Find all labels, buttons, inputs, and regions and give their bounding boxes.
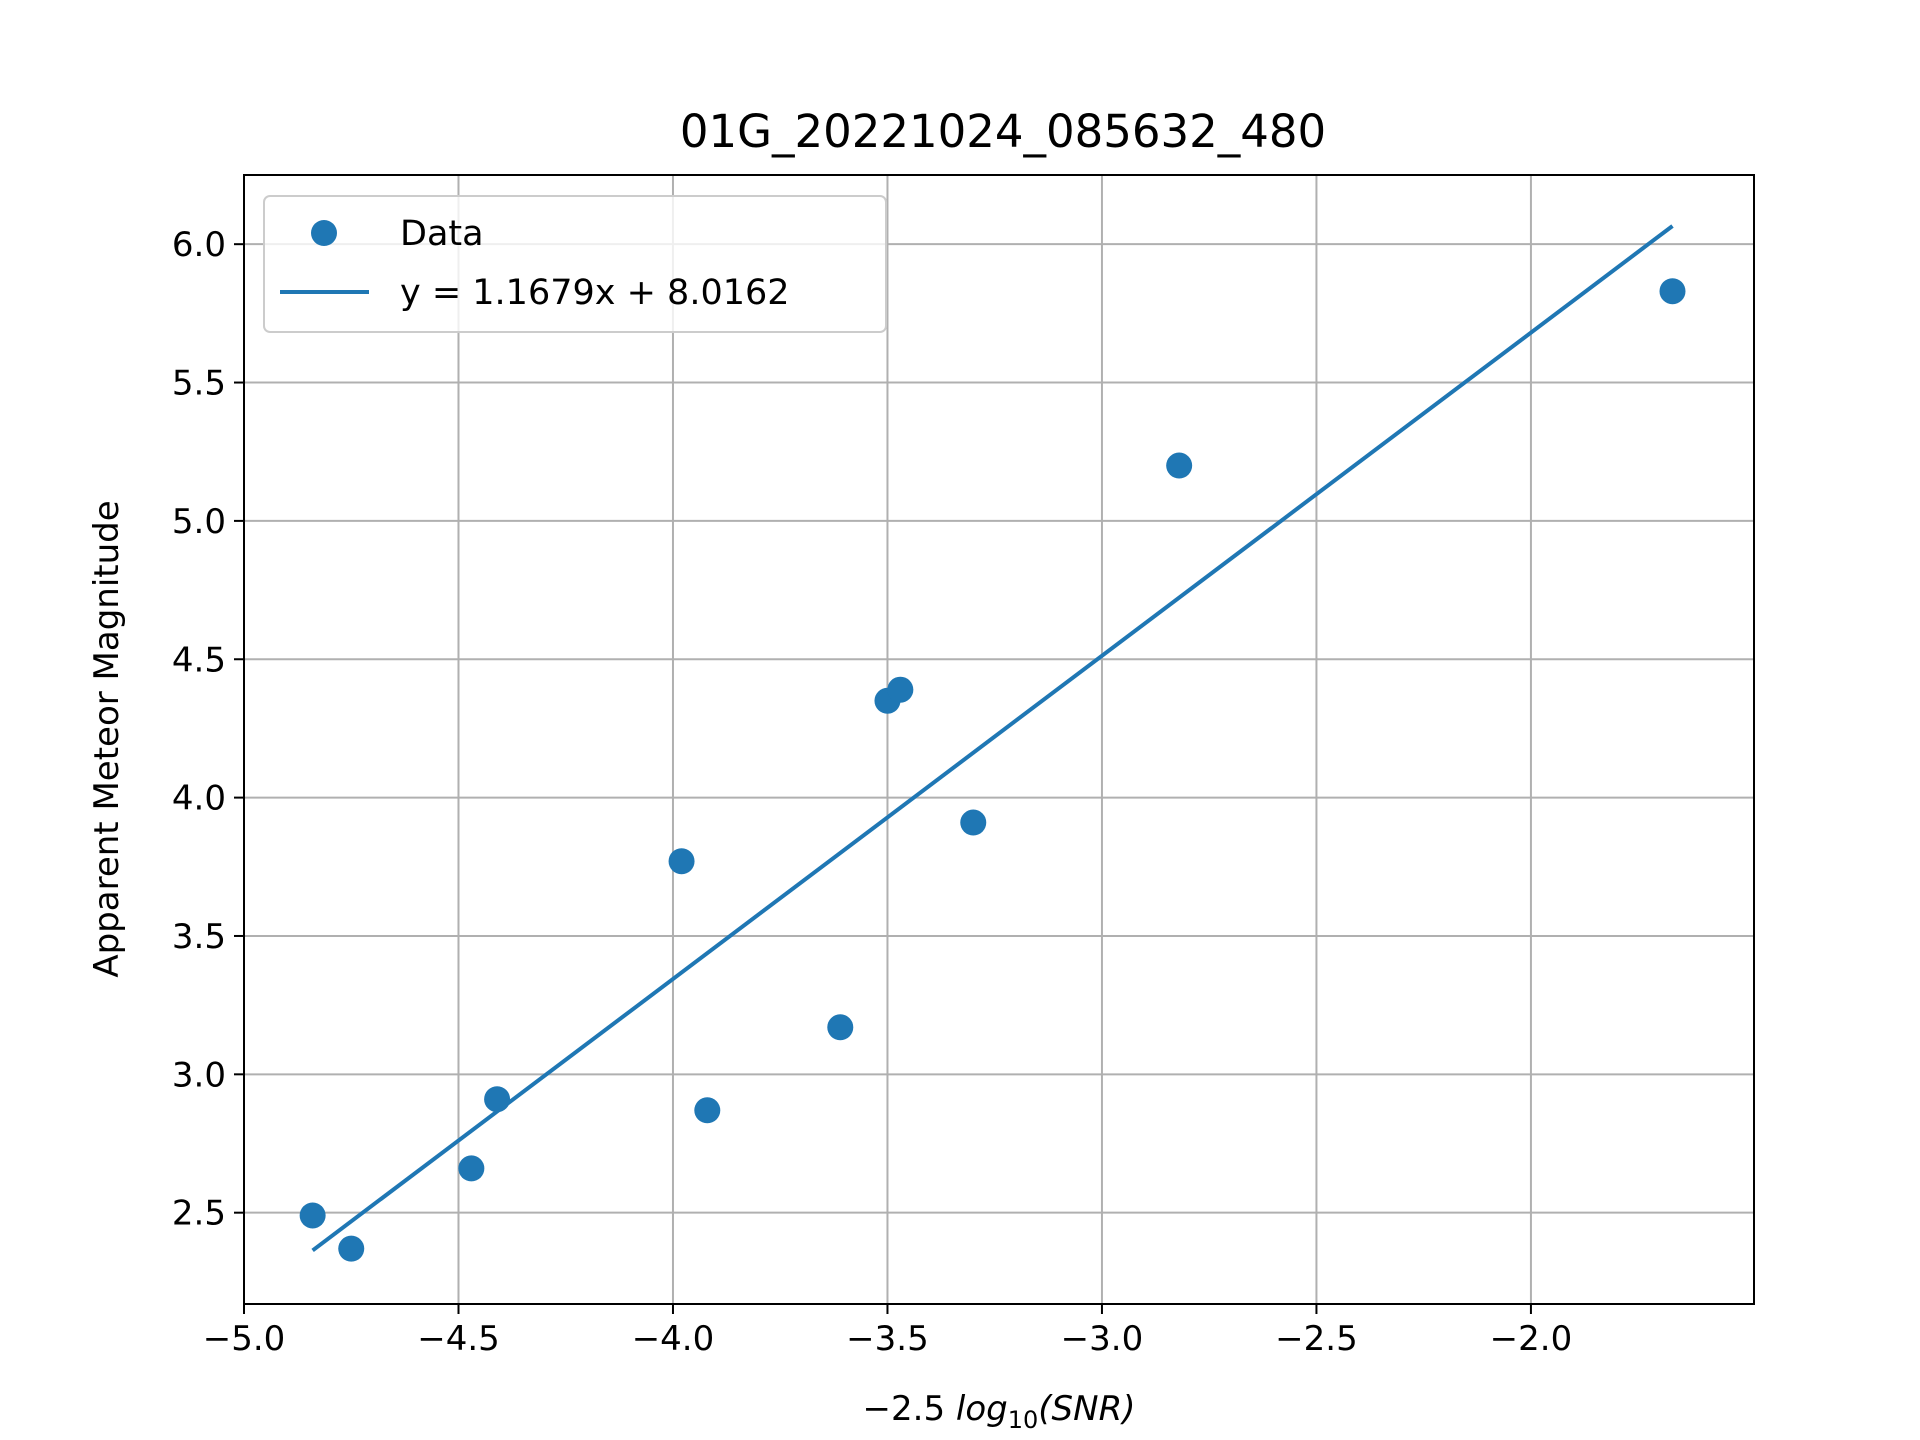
grid	[243, 175, 1754, 1304]
data-point	[1166, 452, 1193, 479]
data-point	[694, 1097, 721, 1124]
x-tick-label: −5.0	[203, 1319, 286, 1359]
legend-label-fit-line: y = 1.1679x + 8.0162	[400, 273, 790, 313]
x-tick-label: −2.0	[1490, 1319, 1573, 1359]
data-point	[668, 848, 695, 875]
fit-line-layer	[311, 224, 1674, 1253]
data-point	[458, 1155, 485, 1182]
plot-area-frame	[243, 174, 1755, 1305]
legend-marker-data	[311, 220, 337, 246]
y-tick-label: 3.0	[172, 1055, 226, 1095]
x-tick-label: −2.5	[1275, 1319, 1358, 1359]
y-axis-ticks: 2.5 3.0 3.5 4.0 4.5 5.0 5.5 6.0	[172, 225, 244, 1234]
data-points	[299, 278, 1686, 1262]
y-tick-label: 2.5	[172, 1194, 226, 1234]
y-tick-label: 3.5	[172, 917, 226, 957]
data-point	[827, 1014, 854, 1041]
x-axis-label: −2.5 log10(SNR)	[863, 1389, 1136, 1434]
data-point	[338, 1235, 365, 1262]
y-tick-label: 6.0	[172, 225, 226, 265]
data-point	[887, 676, 914, 703]
data-point	[1659, 278, 1686, 305]
x-tick-label: −3.0	[1061, 1319, 1144, 1359]
data-point	[299, 1202, 326, 1229]
y-tick-label: 4.0	[172, 779, 226, 819]
y-tick-label: 5.0	[172, 502, 226, 542]
x-tick-label: −4.5	[417, 1319, 500, 1359]
x-axis-ticks: −5.0 −4.5 −4.0 −3.5 −3.0 −2.5 −2.0	[203, 1304, 1572, 1359]
fit-line	[311, 224, 1674, 1253]
x-tick-label: −3.5	[846, 1319, 929, 1359]
y-tick-label: 4.5	[172, 640, 226, 680]
y-axis-label: Apparent Meteor Magnitude	[87, 500, 127, 977]
data-point	[484, 1086, 511, 1113]
data-point	[960, 809, 987, 836]
x-tick-label: −4.0	[632, 1319, 715, 1359]
legend: Data y = 1.1679x + 8.0162	[263, 195, 887, 333]
legend-box	[263, 195, 887, 333]
chart-title: 01G_20221024_085632_480	[680, 105, 1326, 158]
y-tick-label: 5.5	[172, 364, 226, 404]
legend-label-data: Data	[400, 214, 484, 254]
